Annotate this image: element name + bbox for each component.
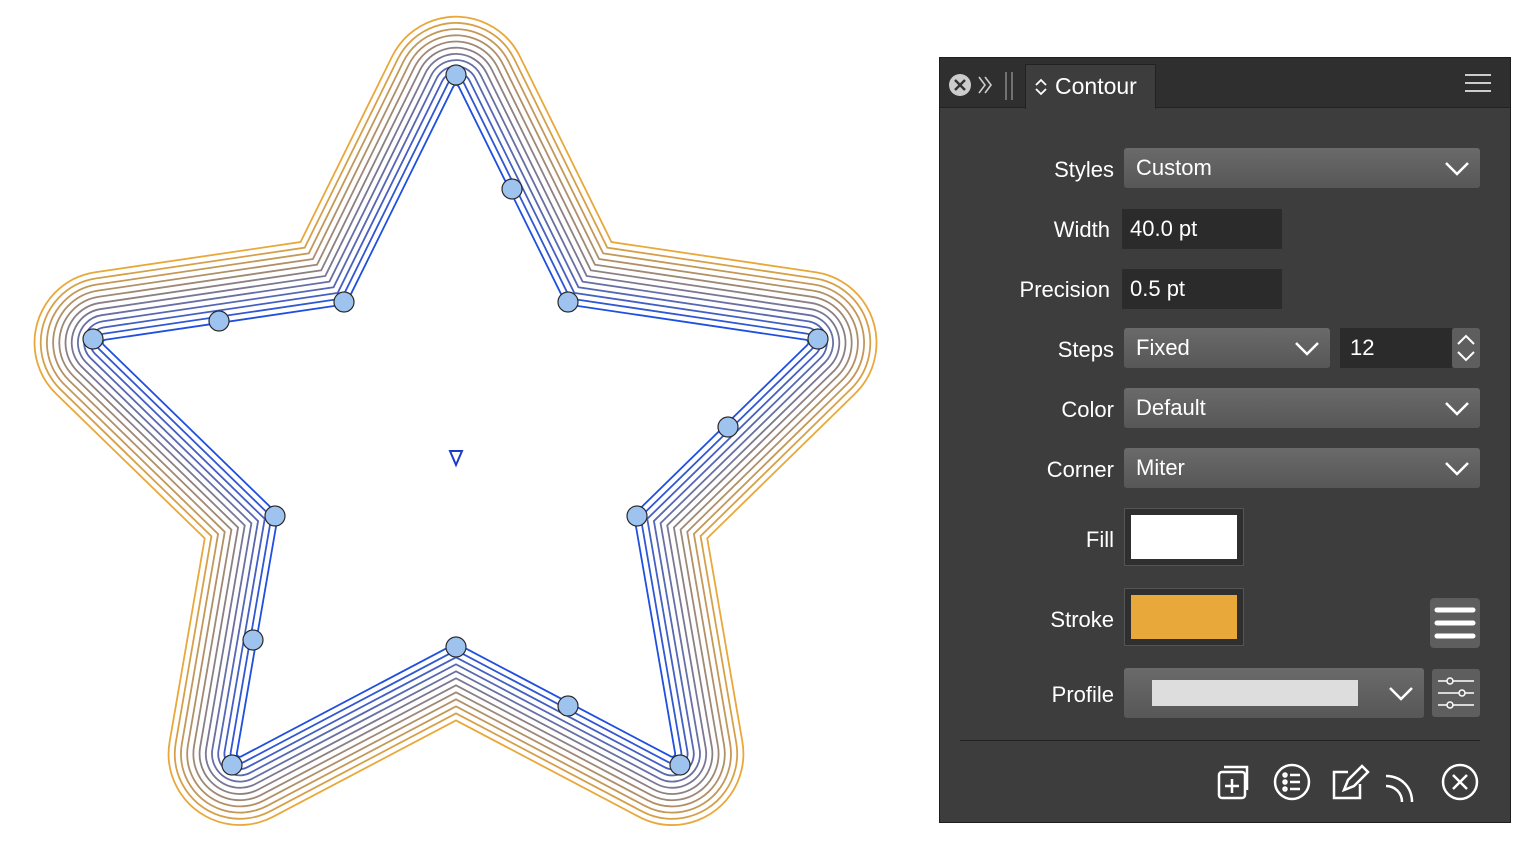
label: Fill (1085, 527, 1114, 552)
label: Steps (1057, 337, 1114, 362)
dropdown-value: Fixed (1136, 335, 1190, 360)
node (501, 178, 523, 200)
node (221, 754, 243, 776)
dropdown[interactable]: Custom (1124, 148, 1480, 188)
node (717, 416, 739, 438)
node (445, 636, 467, 658)
node (208, 310, 230, 332)
spinner[interactable] (1452, 328, 1480, 368)
node (333, 291, 355, 313)
profile-preview (1152, 680, 1358, 706)
label: Width (1053, 217, 1110, 242)
center-marker (448, 450, 464, 468)
node (557, 291, 579, 313)
node (445, 64, 467, 86)
node (264, 505, 286, 527)
canvas (33, 15, 878, 826)
node (807, 328, 829, 350)
dropdown[interactable]: Default (1124, 388, 1480, 428)
tab-arrows (1035, 78, 1047, 96)
tab[interactable]: Contour (1025, 64, 1156, 109)
label: Styles (1054, 157, 1114, 182)
label: Profile (1051, 682, 1114, 707)
stroke-swatch[interactable] (1124, 588, 1244, 646)
separator (960, 740, 1480, 741)
panel-controls[interactable] (948, 72, 1028, 100)
fill-swatch[interactable] (1124, 508, 1244, 566)
profile-dropdown[interactable] (1124, 668, 1424, 718)
text-input[interactable]: 40.0 pt (1122, 209, 1282, 249)
dropdown[interactable]: Fixed (1124, 328, 1330, 368)
profile-settings[interactable] (1432, 669, 1480, 717)
menu-button[interactable] (1464, 72, 1492, 98)
dropdown[interactable]: Miter (1124, 448, 1480, 488)
dropdown-value: Default (1136, 395, 1206, 420)
node (557, 695, 579, 717)
nodes (82, 64, 829, 776)
node (242, 629, 264, 651)
label: Stroke (1050, 607, 1114, 632)
node (626, 505, 648, 527)
node (82, 328, 104, 350)
stroke-options[interactable] (1430, 598, 1480, 648)
text-input[interactable]: 0.5 pt (1122, 269, 1282, 309)
dropdown-value: Custom (1136, 155, 1212, 180)
tab-title: Contour (1055, 73, 1137, 99)
dropdown-value: Miter (1136, 455, 1185, 480)
label: Corner (1046, 457, 1114, 482)
bottom-toolbar[interactable] (1210, 760, 1490, 806)
node (669, 754, 691, 776)
label: Color (1061, 397, 1114, 422)
number-input[interactable]: 12 (1340, 328, 1452, 368)
label: Precision (1019, 277, 1110, 302)
